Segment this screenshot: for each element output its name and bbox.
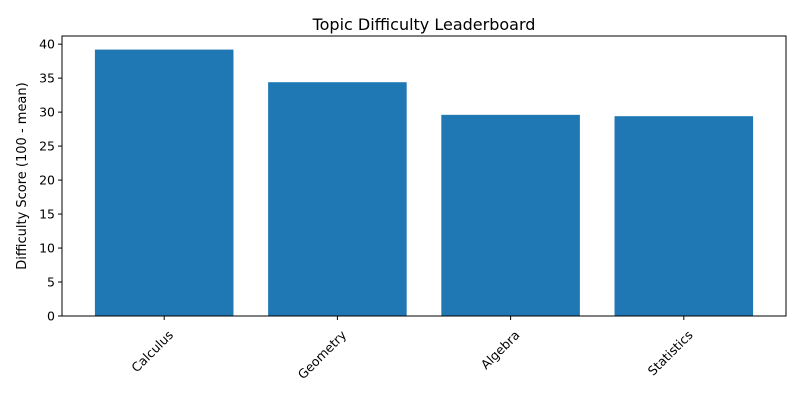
y-tick-label: 15: [39, 207, 55, 222]
y-tick-label: 20: [39, 173, 55, 188]
bars-layer: [94, 49, 754, 317]
chart-title: Topic Difficulty Leaderboard: [312, 15, 536, 34]
y-tick-label: 10: [39, 241, 55, 256]
bar-statistics: [614, 116, 754, 316]
y-tick-label: 25: [39, 139, 55, 154]
bar-calculus: [94, 49, 234, 317]
y-tick-label: 40: [39, 37, 55, 52]
y-tick-label: 30: [39, 105, 55, 120]
plot-frame: [61, 35, 787, 317]
y-tick-label: 0: [47, 309, 55, 324]
bar-algebra: [441, 114, 580, 316]
y-axis: 0 5 10 15 20 25 30 35 40: [39, 37, 62, 324]
bar-geometry: [268, 82, 407, 316]
y-axis-label: Difficulty Score (100 - mean): [15, 82, 30, 269]
y-tick-label: 5: [47, 275, 55, 290]
y-tick-label: 35: [39, 71, 55, 86]
